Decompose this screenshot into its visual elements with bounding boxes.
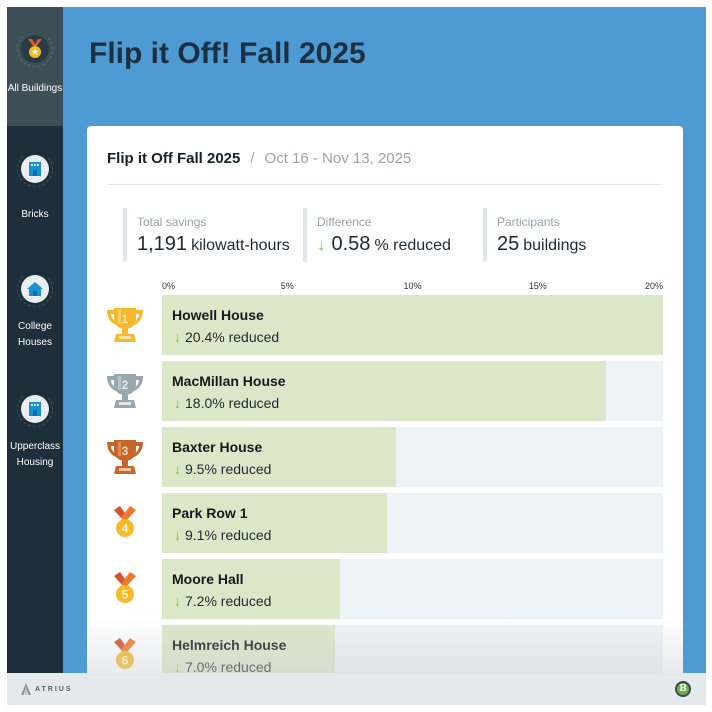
brand-name: ATRIUS [35, 685, 73, 693]
leaderboard-bar[interactable]: Park Row 1 ↓ 9.1% reduced [162, 493, 663, 553]
total-savings-value: 1,191 [137, 233, 188, 255]
bar-fill [162, 427, 397, 487]
leaderboard-row: 3 Baxter House ↓ 9.5% reduced [87, 427, 683, 487]
axis-tick: 5% [280, 281, 294, 291]
building-icon [17, 151, 53, 187]
sidebar-item-all-buildings[interactable]: All Buildings [7, 7, 63, 126]
axis-tick: 15% [528, 281, 547, 291]
reduction-text: 18.0% reduced [185, 395, 280, 411]
divider [107, 184, 663, 185]
leaderboard-bar[interactable]: MacMillan House ↓ 18.0% reduced [162, 361, 663, 421]
sidebar-item-label: All Buildings [7, 83, 63, 94]
reduction-text: 7.2% reduced [185, 593, 272, 609]
reduction-text: 9.1% reduced [185, 527, 272, 543]
participants-value: 25 [497, 233, 520, 255]
stats-row: Total savings 1,191 kilowatt-hours Diffe… [123, 208, 643, 262]
axis-tick: 0% [162, 281, 176, 291]
svg-text:5: 5 [122, 588, 129, 602]
building-name: Park Row 1 [172, 505, 248, 521]
app-window: All Buildings Bricks College Houses Uppe… [7, 7, 706, 705]
down-arrow-icon: ↓ [174, 461, 181, 477]
atrius-logo-icon [21, 683, 31, 695]
leaderboard-bar[interactable]: Howell House ↓ 20.4% reduced [162, 295, 663, 355]
svg-text:6: 6 [122, 654, 129, 668]
user-badge-icon[interactable]: B [675, 681, 691, 697]
stat-value: ↓ 0.58 % reduced [317, 233, 483, 256]
competition-dates: Oct 16 - Nov 13, 2025 [264, 150, 412, 167]
reduction-value: ↓ 9.5% reduced [174, 461, 271, 477]
total-savings-unit: kilowatt-hours [191, 237, 290, 254]
leaderboard-row: 4 Park Row 1 ↓ 9.1% reduced [87, 493, 683, 553]
down-arrow-icon: ↓ [174, 527, 181, 543]
stat-difference: Difference ↓ 0.58 % reduced [303, 208, 483, 262]
medal-icon [17, 31, 53, 67]
medal-icon: 6 [103, 635, 147, 675]
building-icon [17, 391, 53, 427]
building-name: Helmreich House [172, 637, 287, 653]
card-header: Flip it Off Fall 2025 / Oct 16 - Nov 13,… [107, 150, 663, 167]
bar-fill [162, 493, 387, 553]
bar-fill [162, 361, 607, 421]
stat-total-savings: Total savings 1,191 kilowatt-hours [123, 208, 303, 262]
building-name: Moore Hall [172, 571, 244, 587]
reduction-value: ↓ 9.1% reduced [174, 527, 271, 543]
sidebar-item-label: Upperclass Housing [9, 441, 61, 468]
leaderboard-bar[interactable]: Baxter House ↓ 9.5% reduced [162, 427, 663, 487]
stat-label: Total savings [137, 215, 207, 229]
sidebar-item-label: Bricks [21, 209, 49, 220]
stat-value: 1,191 kilowatt-hours [137, 233, 303, 256]
sidebar: All Buildings Bricks College Houses Uppe… [7, 7, 63, 673]
title-separator: / [250, 150, 255, 167]
reduction-value: ↓ 20.4% reduced [174, 329, 279, 345]
axis-tick: 10% [403, 281, 422, 291]
reduction-text: 20.4% reduced [185, 329, 280, 345]
building-name: Howell House [172, 307, 264, 323]
bronze-trophy-icon: 3 [103, 437, 147, 477]
sidebar-item-bricks[interactable]: Bricks [7, 151, 63, 223]
reduction-value: ↓ 7.2% reduced [174, 593, 271, 609]
bar-fill [162, 295, 663, 355]
reduction-value: ↓ 18.0% reduced [174, 395, 279, 411]
sidebar-item-label: College Houses [18, 321, 52, 348]
stat-value: 25 buildings [497, 233, 643, 256]
bar-fill [162, 559, 340, 619]
svg-text:3: 3 [122, 444, 129, 458]
atrius-logo: ATRIUS [21, 683, 73, 695]
house-icon [17, 271, 53, 307]
difference-unit: % reduced [374, 237, 451, 254]
down-arrow-icon: ↓ [174, 593, 181, 609]
building-name: Baxter House [172, 439, 263, 455]
stat-label: Participants [497, 215, 560, 229]
leaderboard-row: 2 MacMillan House ↓ 18.0% reduced [87, 361, 683, 421]
medal-icon: 5 [103, 569, 147, 609]
down-arrow-icon: ↓ [174, 395, 181, 411]
leaderboard-card: Flip it Off Fall 2025 / Oct 16 - Nov 13,… [87, 126, 683, 686]
leaderboard-row: 1 Howell House ↓ 20.4% reduced [87, 295, 683, 355]
stat-label: Difference [317, 215, 372, 229]
competition-title: Flip it Off Fall 2025 [107, 150, 241, 167]
leaderboard-bar[interactable]: Moore Hall ↓ 7.2% reduced [162, 559, 663, 619]
medal-icon: 4 [103, 503, 147, 543]
svg-text:2: 2 [122, 378, 129, 392]
svg-text:1: 1 [122, 312, 129, 326]
sidebar-item-college-houses[interactable]: College Houses [7, 271, 63, 351]
silver-trophy-icon: 2 [103, 371, 147, 411]
percent-axis: 0% 5% 10% 15% 20% [162, 281, 663, 293]
page-title: Flip it Off! Fall 2025 [89, 37, 366, 70]
axis-tick: 20% [644, 281, 663, 291]
participants-unit: buildings [523, 237, 587, 254]
leaderboard-row: 5 Moore Hall ↓ 7.2% reduced [87, 559, 683, 619]
building-name: MacMillan House [172, 373, 286, 389]
stat-participants: Participants 25 buildings [483, 208, 643, 262]
gold-trophy-icon: 1 [103, 305, 147, 345]
sidebar-item-upperclass-housing[interactable]: Upperclass Housing [7, 391, 63, 471]
svg-text:4: 4 [122, 522, 129, 536]
footer-bar: ATRIUS B [7, 673, 706, 705]
down-arrow-icon: ↓ [317, 235, 326, 254]
down-arrow-icon: ↓ [174, 329, 181, 345]
difference-value: 0.58 [331, 233, 371, 255]
reduction-text: 9.5% reduced [185, 461, 272, 477]
